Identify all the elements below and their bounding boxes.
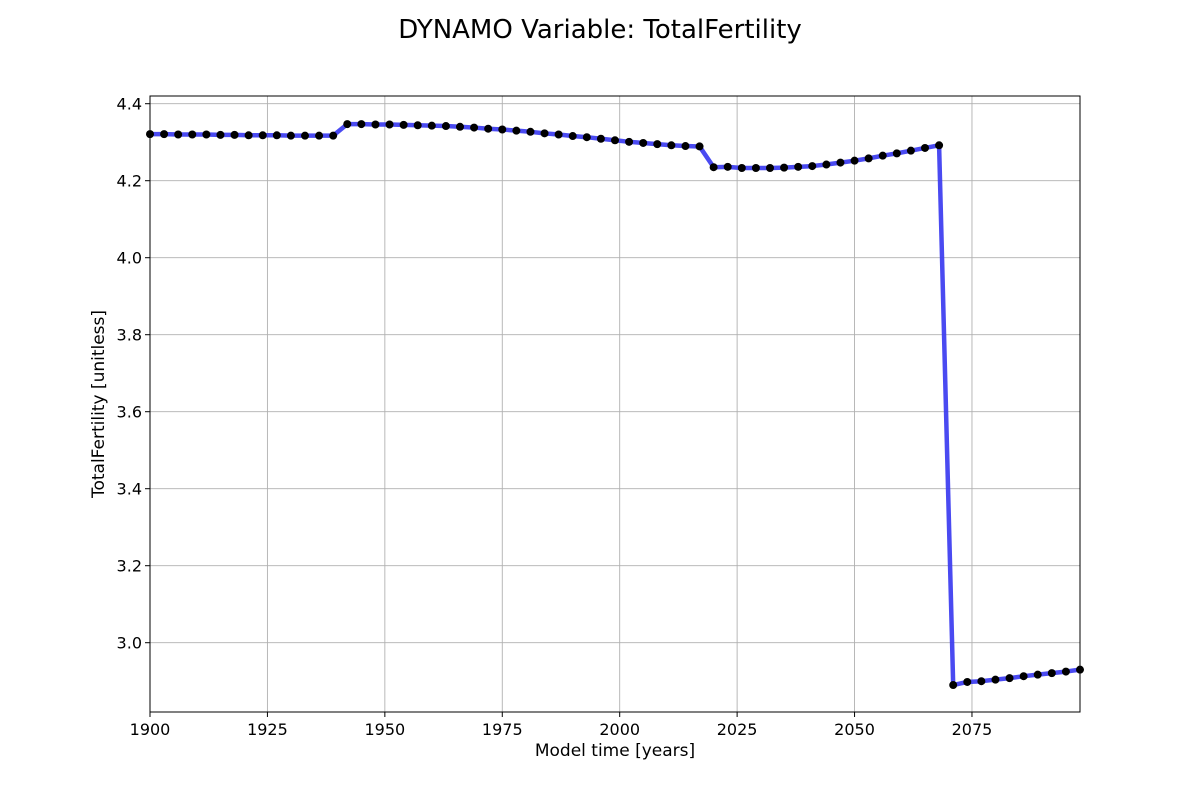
data-point (343, 120, 352, 129)
data-point (399, 120, 408, 129)
data-point (484, 124, 493, 133)
data-point (991, 675, 1000, 684)
y-tick-label: 3.4 (117, 480, 142, 499)
data-point (413, 121, 422, 130)
x-tick-label: 1950 (364, 720, 405, 739)
data-point (878, 151, 887, 160)
data-point (329, 131, 338, 140)
x-axis-label: Model time [years] (535, 741, 695, 761)
data-point (751, 163, 760, 172)
chart-title: DYNAMO Variable: TotalFertility (398, 15, 802, 45)
x-tick-label: 1900 (130, 720, 171, 739)
data-point (441, 122, 450, 131)
data-point (357, 120, 366, 129)
y-tick-label: 4.2 (117, 172, 142, 191)
data-point (935, 141, 944, 150)
x-tick-label: 2075 (952, 720, 993, 739)
y-tick-label: 3.2 (117, 557, 142, 576)
y-tick-label: 3.6 (117, 403, 142, 422)
data-point (1005, 674, 1014, 683)
y-tick-label: 4.0 (117, 249, 142, 268)
data-point (625, 137, 634, 146)
data-point (160, 130, 169, 139)
x-tick-label: 1975 (482, 720, 523, 739)
data-point (596, 134, 605, 143)
grid-layer (149, 96, 1080, 712)
data-point (286, 131, 295, 140)
data-point (371, 120, 380, 129)
tick-layer: 1900 1925 1950 1975 2000 2025 2050 2075 3.0 3.2 3.… (117, 95, 993, 739)
data-point (301, 131, 309, 140)
data-point (258, 131, 267, 140)
data-point (315, 131, 324, 140)
data-point (723, 162, 732, 171)
x-tick-label: 2000 (599, 720, 640, 739)
data-point (850, 156, 859, 165)
x-tick-label: 2025 (717, 720, 758, 739)
marker-layer (146, 120, 1084, 690)
x-tick-label: 1925 (247, 720, 288, 739)
x-tick-label: 2050 (834, 720, 875, 739)
data-point (1033, 670, 1042, 679)
data-point (921, 143, 929, 152)
data-point (202, 130, 211, 139)
data-point (512, 126, 521, 135)
data-point (1061, 667, 1070, 676)
data-point (427, 121, 436, 130)
data-point (794, 162, 803, 171)
plot-frame (149, 95, 1081, 713)
data-point (695, 142, 704, 151)
data-point (554, 130, 563, 139)
series-layer (147, 121, 1083, 688)
data-point (244, 131, 253, 140)
series-line (147, 121, 1083, 688)
data-point (272, 131, 281, 140)
data-point (780, 163, 789, 172)
data-point (836, 158, 845, 167)
data-point (385, 120, 394, 129)
data-point (681, 142, 690, 151)
data-point (1019, 672, 1028, 681)
data-point (526, 127, 535, 136)
data-point (456, 122, 464, 131)
data-point (498, 125, 507, 134)
data-point (582, 133, 591, 142)
y-tick-label: 3.0 (117, 634, 142, 653)
y-tick-label: 4.4 (117, 95, 142, 114)
data-point (611, 136, 619, 145)
data-point (709, 163, 718, 172)
data-point (639, 138, 648, 147)
y-axis-label: TotalFertility [unitless] (89, 310, 109, 499)
data-point (892, 149, 901, 158)
data-point (667, 141, 676, 150)
data-point (822, 160, 831, 169)
data-point (963, 677, 972, 686)
data-point (808, 162, 817, 171)
data-point (906, 146, 915, 155)
data-point (864, 154, 873, 163)
data-point (766, 163, 774, 172)
data-point (977, 677, 986, 686)
data-point (230, 130, 239, 139)
data-point (216, 130, 225, 139)
data-point (949, 681, 958, 690)
data-point (653, 140, 662, 149)
data-point (174, 130, 183, 139)
y-tick-label: 3.8 (117, 326, 142, 345)
data-point (540, 129, 549, 138)
data-point (1047, 669, 1056, 678)
data-point (568, 132, 577, 141)
data-point (188, 130, 197, 139)
data-point (737, 163, 746, 172)
data-point (470, 123, 479, 132)
